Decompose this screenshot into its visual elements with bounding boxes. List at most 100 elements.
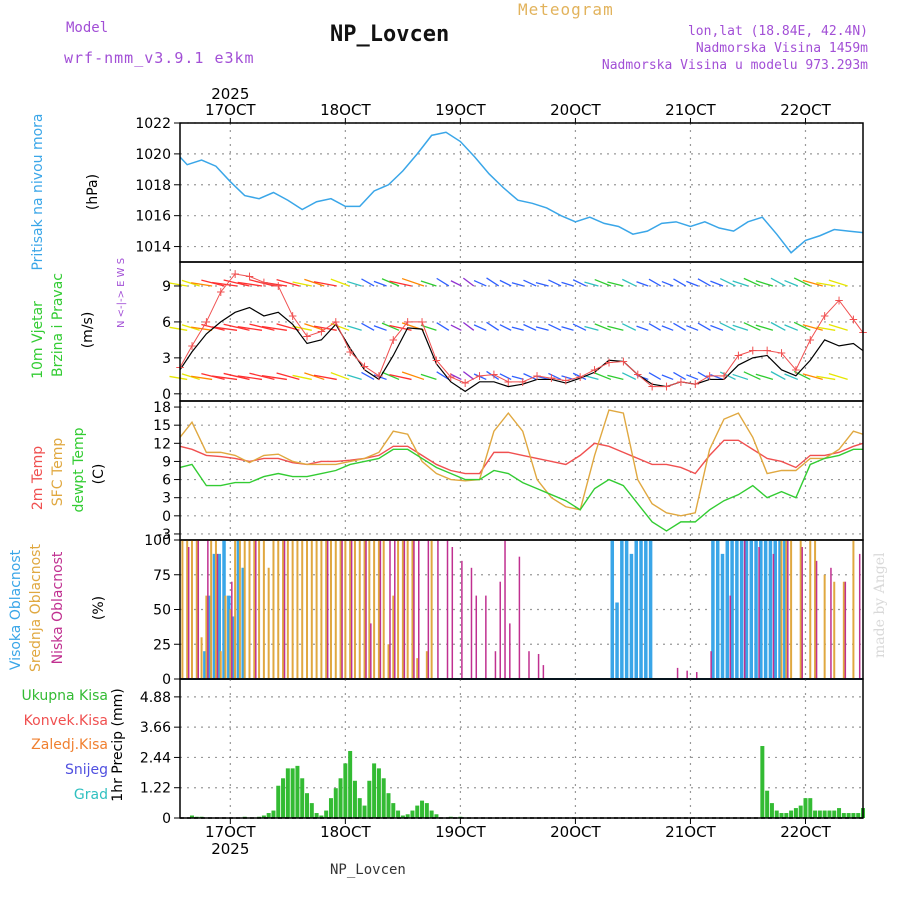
ytick-label-precip-4: 4.88 (140, 690, 171, 706)
wind-barb (191, 282, 213, 287)
ytick-label-temperature-3: 6 (162, 473, 171, 489)
precip-legend-0: Ukupna Kisa (21, 688, 108, 704)
gust-marker: + (546, 371, 556, 385)
wind-barb (816, 326, 836, 331)
wind-gust-line (179, 273, 864, 388)
wind-barb (511, 282, 524, 287)
bottom-year-label: 2025 (211, 840, 249, 858)
top-day-label-4: 21OCT (665, 101, 716, 119)
wind-barb (523, 323, 537, 331)
wind-barb (661, 374, 674, 381)
wind-barb (743, 322, 761, 331)
bottom-day-label-2: 19OCT (435, 823, 486, 841)
wind-barb (561, 281, 574, 287)
precip-bar (813, 810, 818, 818)
wind-barb (499, 279, 512, 287)
precip-bar (295, 765, 300, 818)
gust-marker: + (288, 309, 298, 323)
wind-barb (237, 375, 263, 381)
precip-bar (851, 813, 856, 818)
gust-marker: + (748, 344, 758, 358)
model-altitude-info: Nadmorska Visina u modelu 973.293m (601, 58, 868, 73)
wind-barb (249, 323, 275, 331)
temp-line-0 (179, 439, 864, 475)
wind-barb (802, 373, 823, 381)
wind-barb (816, 282, 836, 287)
precip-bar (309, 803, 314, 818)
gust-marker: + (359, 359, 369, 373)
ytick-label-pressure-2: 1018 (135, 178, 171, 194)
wind-barb (793, 321, 811, 331)
wind-barb (755, 280, 774, 287)
wind-barb (499, 324, 512, 331)
precip-bar (300, 778, 305, 818)
precip-bar (760, 746, 765, 818)
wind-barb (313, 281, 337, 287)
precip-bar (348, 750, 353, 818)
wind-barb (462, 277, 475, 287)
wind-barb (743, 371, 761, 381)
wind-barb (181, 324, 200, 331)
cloud-ylabel-low: Niska Oblacnost (50, 551, 66, 664)
precip-legend-3: Snijeg (65, 762, 108, 778)
ytick-label-wind-1: 3 (162, 351, 171, 367)
precip-bar (400, 815, 405, 818)
wind-barb (276, 278, 300, 287)
altitude-info: Nadmorska Visina 1459m (695, 41, 868, 56)
wind-barb (211, 281, 238, 287)
precip-bar (429, 810, 434, 818)
ytick-label-clouds-1: 25 (153, 637, 171, 653)
wind-barb (389, 280, 412, 287)
precip-bar (803, 798, 808, 818)
precip-bar (822, 810, 827, 818)
wind-barb (697, 322, 711, 331)
wind-barb (770, 321, 786, 331)
model-label: Model (66, 20, 109, 36)
gust-marker: + (374, 369, 384, 383)
precip-bar (789, 810, 794, 818)
gust-marker: + (561, 374, 571, 388)
wind-barb (330, 372, 350, 381)
wind-barb (572, 279, 587, 287)
wind-barb (523, 279, 537, 287)
temp-unit: (C) (91, 464, 107, 485)
gust-marker: + (187, 339, 197, 353)
gust-marker: + (388, 333, 398, 347)
gust-marker: + (259, 275, 269, 289)
gust-marker: + (316, 325, 326, 339)
wind-barb (304, 278, 325, 287)
wind-barb (719, 277, 736, 287)
precip-bar (381, 778, 386, 818)
wind-barb (816, 375, 836, 381)
wind-barb (486, 277, 500, 287)
lonlat-info: lon,lat (18.84E, 42.4N) (687, 24, 868, 39)
precip-bar (305, 793, 310, 818)
wind-barb (523, 373, 537, 381)
precip-bar (391, 803, 396, 818)
top-day-label-0: 17OCT (205, 101, 256, 119)
wind-barb (211, 326, 238, 331)
gust-marker: + (230, 267, 240, 281)
wind-barb (572, 323, 587, 331)
bottom-day-label-3: 20OCT (550, 823, 601, 841)
precip-bar (396, 810, 401, 818)
precip-bar (290, 768, 295, 818)
precip-bar (793, 808, 798, 818)
bottom-day-label-5: 22OCT (780, 823, 831, 841)
pressure-line (179, 131, 864, 254)
wind-barb (381, 278, 400, 287)
ytick-label-pressure-4: 1022 (135, 116, 171, 132)
wind-unit: (m/s) (80, 312, 96, 349)
wind-barb (697, 371, 711, 380)
wind-barb (381, 371, 400, 381)
wind-barb (389, 373, 412, 381)
temp-line-1 (179, 409, 864, 517)
gust-marker: + (575, 370, 585, 384)
gust-marker: + (244, 269, 254, 283)
wind-barb (304, 323, 325, 331)
wind-barb (584, 281, 599, 287)
bottom-day-label-1: 18OCT (320, 823, 371, 841)
wind-barb (499, 373, 512, 381)
panel-temperature: -3 0 3 6 9 12 15 18 (153, 400, 864, 543)
pressure-unit: (hPa) (85, 174, 101, 210)
